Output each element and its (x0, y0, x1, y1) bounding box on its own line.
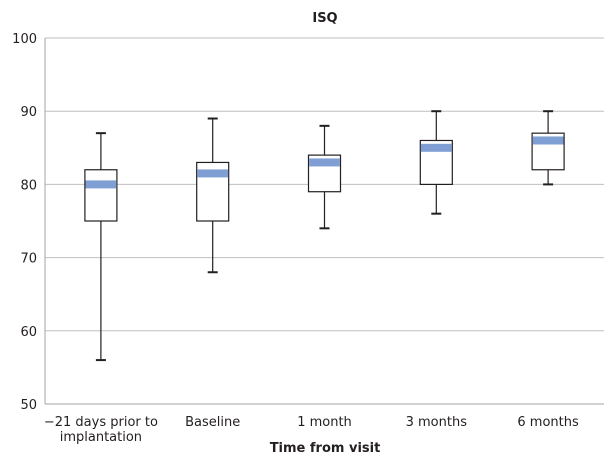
box-3 (419, 110, 453, 215)
x-tick-label-line: 1 month (297, 415, 352, 430)
axes (44, 38, 604, 405)
y-tick-label-60: 60 (20, 325, 37, 340)
x-tick-labels: −21 days prior to implantation Baseline 1 m… (44, 415, 579, 445)
x-tick-label-4: 6 months (517, 415, 579, 430)
box-0 (84, 132, 118, 362)
x-tick-label-line: 3 months (406, 415, 468, 430)
x-tick-label-line: implantation (60, 430, 142, 445)
y-tick-label-70: 70 (20, 252, 37, 267)
x-tick-label-0: −21 days prior to implantation (44, 415, 158, 445)
x-tick-label-3: 3 months (406, 415, 468, 430)
y-tick-labels: 50 60 70 80 90 100 (12, 32, 37, 413)
box-series (84, 110, 565, 362)
x-tick-label-1: Baseline (185, 415, 240, 430)
x-tick-label-line: −21 days prior to (44, 415, 158, 430)
box-4 (531, 110, 565, 186)
median-band (420, 143, 452, 152)
median-band (532, 136, 564, 145)
x-tick-label-line: 6 months (517, 415, 579, 430)
box-1 (196, 117, 230, 274)
median-band (85, 180, 117, 189)
y-tick-label-100: 100 (12, 32, 37, 47)
y-tick-label-80: 80 (20, 178, 37, 193)
chart-title: ISQ (312, 11, 337, 26)
x-tick-label-line: Baseline (185, 415, 240, 430)
x-tick-label-2: 1 month (297, 415, 352, 430)
box-2 (307, 124, 342, 230)
median-band (197, 169, 229, 178)
median-band (309, 158, 340, 167)
y-tick-label-90: 90 (20, 105, 37, 120)
iqr-box (84, 169, 118, 222)
y-tick-label-50: 50 (20, 398, 37, 413)
x-axis-title: Time from visit (270, 441, 381, 456)
